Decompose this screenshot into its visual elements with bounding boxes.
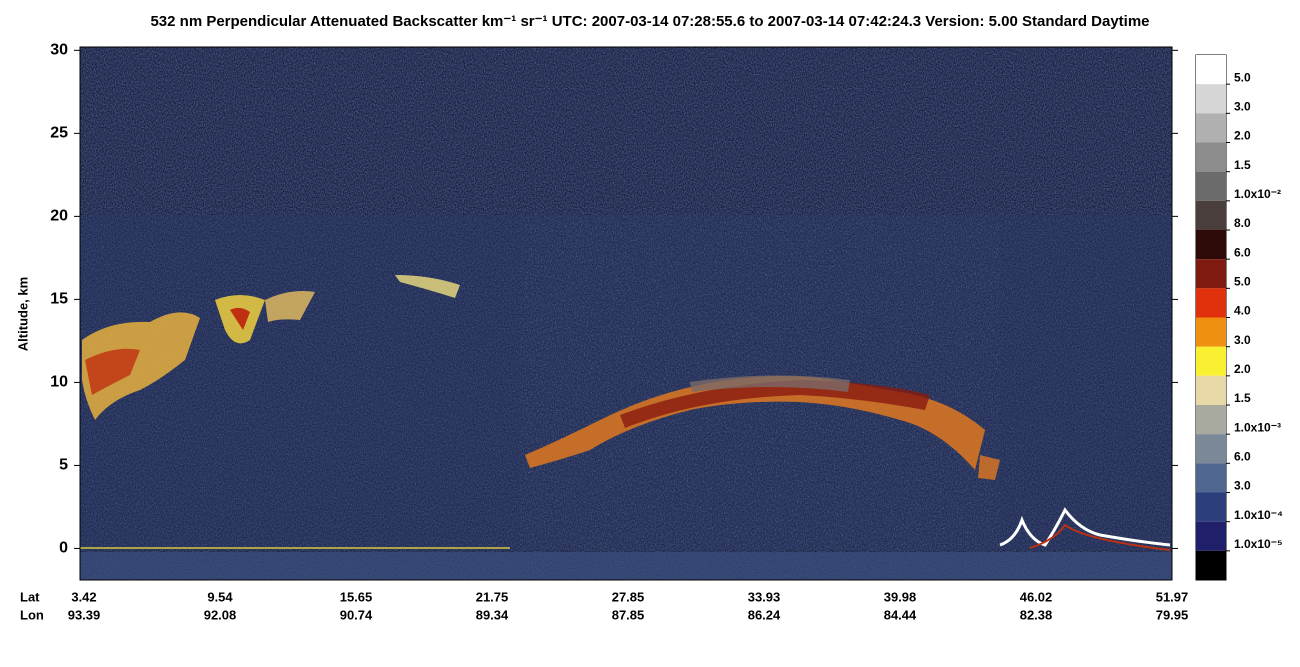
colorbar-swatch xyxy=(1196,142,1226,172)
x-tick-label: 39.98 xyxy=(884,589,917,604)
colorbar-swatch xyxy=(1196,521,1226,551)
colorbar-swatch xyxy=(1196,405,1226,435)
x-tick-label: 90.74 xyxy=(340,607,373,622)
x-row-name: Lon xyxy=(20,607,44,622)
backscatter-image xyxy=(80,47,1172,580)
x-tick-label: 87.85 xyxy=(612,607,645,622)
colorbar-label: 1.0x10⁻⁵ xyxy=(1234,537,1283,551)
colorbar-label: 2.0 xyxy=(1234,129,1251,143)
colorbar-swatch xyxy=(1196,492,1226,522)
colorbar-swatch xyxy=(1196,200,1226,230)
colorbar-label: 6.0 xyxy=(1234,450,1251,464)
x-tick-label: 84.44 xyxy=(884,607,917,622)
colorbar-label: 1.5 xyxy=(1234,158,1251,172)
colorbar-swatch xyxy=(1196,346,1226,376)
colorbar-label: 1.0x10⁻⁴ xyxy=(1234,508,1283,522)
colorbar-label: 5.0 xyxy=(1234,70,1251,84)
colorbar-label: 3.0 xyxy=(1234,333,1251,347)
y-tick-label: 5 xyxy=(59,457,68,474)
colorbar-label: 8.0 xyxy=(1234,216,1251,230)
x-tick-label: 15.65 xyxy=(340,589,373,604)
x-tick-label: 33.93 xyxy=(748,589,781,604)
colorbar-label: 5.0 xyxy=(1234,275,1251,289)
x-tick-label: 9.54 xyxy=(207,589,233,604)
y-tick-label: 15 xyxy=(50,291,68,308)
colorbar-swatch xyxy=(1196,463,1226,493)
y-tick-label: 30 xyxy=(50,42,68,59)
x-tick-label: 27.85 xyxy=(612,589,645,604)
y-tick-label: 25 xyxy=(50,125,68,142)
colorbar-label: 3.0 xyxy=(1234,100,1251,114)
x-tick-label: 93.39 xyxy=(68,607,101,622)
colorbar-swatch xyxy=(1196,113,1226,143)
y-tick-label: 20 xyxy=(50,208,68,225)
colorbar-swatch xyxy=(1196,375,1226,405)
colorbar-swatch xyxy=(1196,550,1226,580)
x-tick-label: 82.38 xyxy=(1020,607,1053,622)
x-tick-label: 46.02 xyxy=(1020,589,1053,604)
colorbar-swatch xyxy=(1196,317,1226,347)
colorbar-label: 1.0x10⁻³ xyxy=(1234,420,1281,434)
x-row-name: Lat xyxy=(20,589,40,604)
x-tick-label: 21.75 xyxy=(476,589,509,604)
y-axis-label: Altitude, km xyxy=(15,277,30,351)
y-tick-label: 0 xyxy=(59,540,68,557)
colorbar-swatch xyxy=(1196,434,1226,464)
colorbar-label: 3.0 xyxy=(1234,479,1251,493)
colorbar-swatch xyxy=(1196,84,1226,114)
x-tick-label: 86.24 xyxy=(748,607,781,622)
x-tick-label: 92.08 xyxy=(204,607,237,622)
colorbar-swatch xyxy=(1196,259,1226,289)
chart-title: 532 nm Perpendicular Attenuated Backscat… xyxy=(150,13,1149,30)
colorbar-label: 2.0 xyxy=(1234,362,1251,376)
y-tick-label: 10 xyxy=(50,374,68,391)
colorbar-swatch xyxy=(1196,230,1226,260)
colorbar-swatch xyxy=(1196,171,1226,201)
x-tick-label: 51.97 xyxy=(1156,589,1189,604)
colorbar-label: 6.0 xyxy=(1234,245,1251,259)
x-tick-label: 79.95 xyxy=(1156,607,1189,622)
colorbar-swatch xyxy=(1196,55,1226,85)
x-tick-label: 3.42 xyxy=(71,589,96,604)
colorbar-label: 4.0 xyxy=(1234,304,1251,318)
colorbar-label: 1.5 xyxy=(1234,391,1251,405)
x-tick-label: 89.34 xyxy=(476,607,509,622)
colorbar-label: 1.0x10⁻² xyxy=(1234,187,1281,201)
colorbar-swatch xyxy=(1196,288,1226,318)
plot-frame xyxy=(79,46,1173,581)
